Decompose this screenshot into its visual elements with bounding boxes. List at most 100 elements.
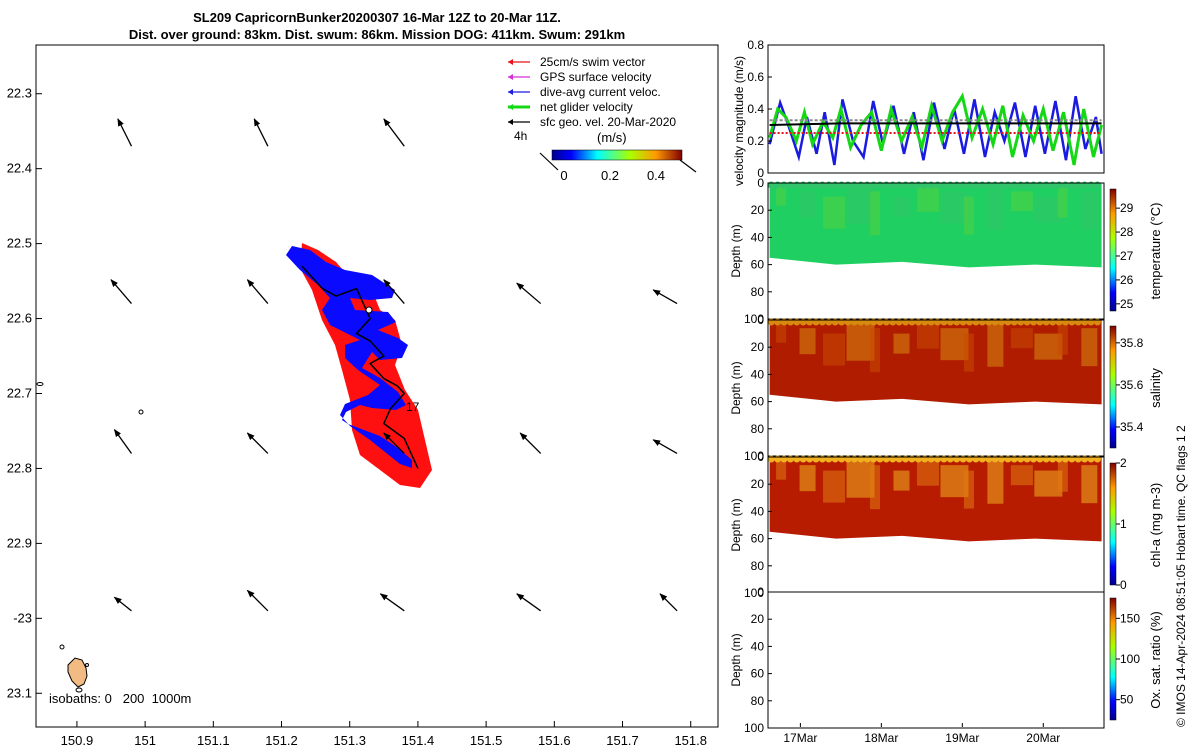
depth-section-patch	[870, 465, 881, 510]
legend-label: sfc geo. vel. 20-Mar-2020	[540, 115, 676, 129]
velocity-series	[768, 92, 1104, 166]
depth-ylabel: Depth (m)	[729, 361, 743, 414]
map-x-tick-label: 151.8	[674, 733, 707, 748]
surface-velocity-arrow	[383, 432, 405, 454]
depth-section-patch	[963, 470, 974, 509]
time-tick-label: 18Mar	[864, 731, 898, 745]
velocity-panel: 0 0.2 0.4 0.6 0.8	[747, 38, 1105, 180]
island-shape	[67, 657, 88, 688]
islet	[75, 687, 83, 693]
surface-velocity-arrow	[652, 289, 678, 305]
isobaths-label: isobaths: 0 200 1000m	[49, 691, 191, 706]
map-x-tick-label: 151.5	[470, 733, 503, 748]
legend-arrowhead	[508, 119, 513, 125]
legend-arrowhead	[508, 89, 513, 95]
map-x-tick-label: 151.1	[197, 733, 230, 748]
colorbar-label: Ox. sat. ratio (%)	[1148, 611, 1163, 709]
depth-section-patch	[870, 191, 881, 236]
depth-section-patch	[846, 459, 875, 498]
depth-section-patch	[1057, 459, 1068, 492]
depth-section-patch	[893, 470, 910, 491]
colorbar-label: chl-a (mg m-3)	[1148, 483, 1163, 568]
depth-section-patch	[1034, 470, 1063, 497]
depth-axes-background	[768, 592, 1104, 728]
figure-title-line2: Dist. over ground: 83km. Dist. swum: 86k…	[128, 27, 626, 42]
colorbar-tick-label: 25	[1120, 297, 1134, 311]
depth-section-patch	[823, 470, 846, 503]
depth-y-tick-label: 20	[751, 477, 765, 491]
colorbar-tick-label: 35.8	[1120, 336, 1144, 350]
track-map: 150.9 151 151.1 151.2 151.3 151.4 151.5 151.6 15…	[7, 44, 719, 748]
surface-velocity-arrow	[110, 279, 132, 304]
dive-avg-current-band	[286, 246, 412, 468]
surface-velocity-arrow	[383, 279, 405, 304]
velocity-y-tick-label: 0.8	[747, 38, 764, 52]
depth-section-patch	[940, 465, 969, 498]
map-y-tick-label: 22.6	[7, 311, 32, 326]
map-y-tick-label: 22.4	[7, 161, 32, 176]
depth-section-patch	[987, 459, 1004, 504]
map-x-tick-label: 151.4	[402, 733, 435, 748]
depth-y-tick-label: 40	[751, 504, 765, 518]
depth-y-tick-label: 40	[751, 639, 765, 653]
colorbar-tick: 0.4	[647, 168, 665, 183]
depth-y-tick-label: 60	[751, 532, 765, 546]
depth-y-tick-label: 60	[751, 667, 765, 681]
depth-section-patch	[1081, 465, 1098, 504]
colorbar-tick-label: 100	[1120, 652, 1140, 666]
surface-velocity-arrow	[253, 118, 269, 147]
surface-velocity-arrow	[652, 439, 678, 455]
depth-section-patch	[823, 196, 846, 229]
map-y-ticks: 22.3 22.4 22.5 22.6 22.7 22.8 22.9 -23 23.1	[7, 86, 42, 700]
depth-axes-box	[767, 591, 1105, 729]
scale-label: 4h	[514, 129, 527, 143]
velocity-y-tick-label: 0.2	[747, 134, 764, 148]
depth-section-patch	[893, 333, 910, 354]
islet	[59, 644, 65, 650]
colorbar-tick-label: 28	[1120, 225, 1134, 239]
colorbar-tick: 0	[560, 168, 567, 183]
depth-panel: 0 20 40 60 80 100 Depth (m) 25 26 27 28 29 temperatu…	[729, 176, 1163, 326]
figure-title-line1: SL209 CapricornBunker20200307 16-Mar 12Z…	[193, 10, 561, 25]
map-x-ticks: 150.9 151 151.1 151.2 151.3 151.4 151.5 151.6 15…	[61, 721, 707, 748]
depth-y-tick-label: 80	[751, 559, 765, 573]
depth-section-patch	[963, 333, 974, 372]
depth-panel: 0 20 40 60 80 100 Depth (m) 0 1 2 chl-a (mg m-3)	[729, 450, 1163, 600]
map-y-tick-label: 23.1	[7, 685, 32, 700]
track-start-marker	[365, 306, 373, 314]
map-y-tick-label: 22.5	[7, 236, 32, 251]
velocity-y-tick-label: 0	[757, 166, 764, 180]
time-tick-label: 20Mar	[1026, 731, 1060, 745]
depth-y-tick-label: 0	[757, 313, 764, 327]
colorbar-tick: 0.2	[601, 168, 619, 183]
colorbar-tick-label: 1	[1120, 517, 1127, 531]
velocity-y-tick-label: 0.4	[747, 102, 764, 116]
time-axis-ticks: 17Mar 18Mar 19Mar 20Mar	[783, 723, 1060, 745]
depth-y-tick-label: 20	[751, 340, 765, 354]
surface-velocity-arrow	[516, 593, 542, 612]
map-y-tick-label: 22.9	[7, 535, 32, 550]
depth-y-tick-label: 0	[757, 585, 764, 599]
map-x-tick-label: 151	[134, 733, 156, 748]
depth-y-tick-label: 80	[751, 285, 765, 299]
map-x-tick-label: 151.2	[265, 733, 298, 748]
surface-velocity-arrow	[246, 589, 269, 612]
colorbar-tick-label: 35.6	[1120, 378, 1144, 392]
colorbar-tick-label: 26	[1120, 273, 1134, 287]
map-x-tick-label: 151.7	[606, 733, 639, 748]
surface-velocity-arrow	[246, 279, 269, 304]
depth-section-patch	[1034, 333, 1063, 360]
colorbar-tick-label: 50	[1120, 693, 1134, 707]
depth-y-tick-label: 60	[751, 258, 765, 272]
map-x-tick-label: 150.9	[61, 733, 94, 748]
map-x-tick-label: 151.3	[333, 733, 366, 748]
colorbar-tick-label: 29	[1120, 201, 1134, 215]
depth-section-patch	[940, 191, 969, 224]
surface-velocity-arrow	[117, 118, 133, 147]
scale-arrow	[539, 152, 559, 171]
copyright-note: © IMOS 14-Apr-2024 08:51:05 Hobart time.…	[1174, 425, 1188, 727]
colorbar-tick-label: 150	[1120, 611, 1140, 625]
